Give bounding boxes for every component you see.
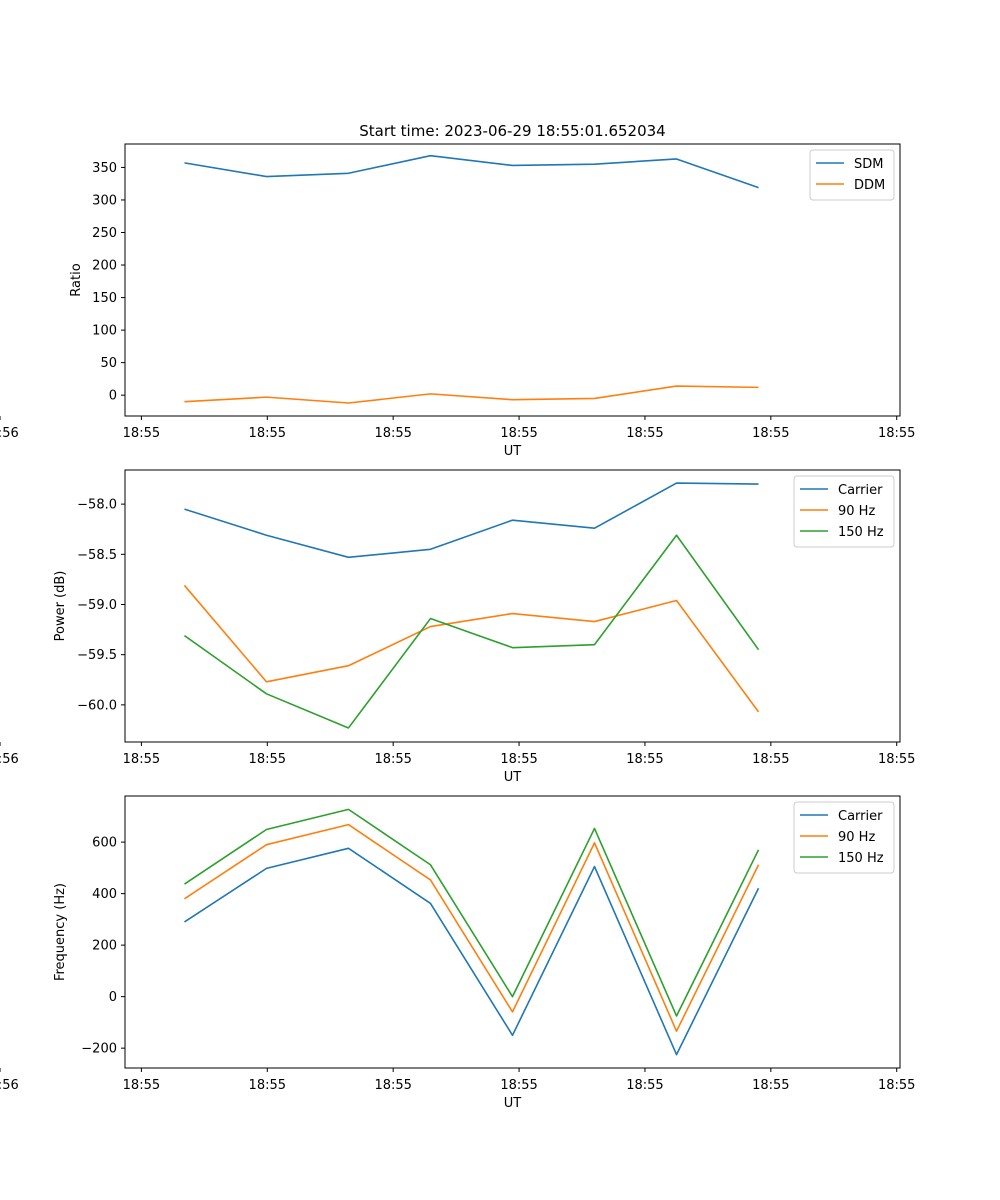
x-axis-label: UT (504, 444, 522, 459)
series-line-150-hz (183, 534, 760, 729)
series-line-carrier (184, 482, 759, 559)
y-axis-label: Ratio (69, 263, 84, 296)
series-line-150-hz (184, 808, 760, 1017)
y-tick-label: 600 (92, 836, 117, 851)
y-tick-label: 350 (92, 161, 117, 176)
x-tick-label: 18:55 (249, 426, 286, 441)
x-tick-label: 18:55 (626, 1078, 663, 1093)
x-tick-label: 18:55 (249, 752, 286, 767)
plot-area-frame (124, 795, 901, 1069)
y-tick-label: −59.5 (77, 648, 117, 663)
chart-panel-2: 18:55 18:55 18:55 18:55 18:55 18:55 18:55 18:56… (0, 469, 915, 785)
y-tick-label: −58.0 (77, 498, 117, 513)
x-tick-label: 18:56 (0, 752, 19, 767)
y-tick-label: 200 (92, 259, 117, 274)
y-tick-label: 50 (100, 356, 117, 371)
legend-entry-label: 150 Hz (838, 525, 884, 540)
y-tick-label: 250 (92, 226, 117, 241)
legend-box (793, 801, 895, 874)
x-tick-label: 18:55 (878, 1078, 915, 1093)
x-tick-label: 18:55 (123, 1078, 160, 1093)
x-tick-label: 18:56 (0, 426, 19, 441)
chart-panel-1: Start time: 2023-06-29 18:55:01.652034 18… (0, 122, 915, 459)
legend-entry-label: 90 Hz (838, 504, 875, 519)
y-tick-label: 200 (92, 939, 117, 954)
x-tick-label: 18:55 (878, 752, 915, 767)
x-tick-label: 18:55 (249, 1078, 286, 1093)
x-tick-label: 18:55 (374, 426, 411, 441)
y-tick-label: 300 (92, 193, 117, 208)
x-tick-label: 18:56 (0, 1078, 19, 1093)
legend: SDM DDM (809, 149, 895, 201)
plot-area-frame (124, 143, 901, 417)
x-tick-label: 18:55 (752, 752, 789, 767)
legend-entry-label: Carrier (838, 483, 883, 498)
x-axis-label: UT (504, 1096, 522, 1111)
x-tick-label: 18:55 (123, 752, 160, 767)
x-tick-label: 18:55 (626, 426, 663, 441)
legend: Carrier 90 Hz 150 Hz (793, 475, 895, 548)
x-tick-label: 18:55 (626, 752, 663, 767)
x-tick-label: 18:55 (752, 1078, 789, 1093)
x-tick-label: 18:55 (374, 752, 411, 767)
y-axis-label: Power (dB) (53, 571, 68, 642)
plot-area-frame (124, 469, 901, 743)
x-tick-label: 18:55 (123, 426, 160, 441)
legend-entry-label: Carrier (838, 809, 883, 824)
y-tick-label: −200 (81, 1042, 117, 1057)
chart-panel-3: 18:55 18:55 18:55 18:55 18:55 18:55 18:55 18:56… (0, 795, 915, 1111)
x-tick-label: 18:55 (500, 426, 537, 441)
x-tick-label: 18:55 (500, 1078, 537, 1093)
x-tick-label: 18:55 (374, 1078, 411, 1093)
series-line-carrier (184, 847, 760, 1056)
chart-title: Start time: 2023-06-29 18:55:01.652034 (359, 122, 665, 140)
series-line-90-hz (184, 823, 760, 1032)
y-tick-label: −58.5 (77, 548, 117, 563)
x-tick-label: 18:55 (878, 426, 915, 441)
y-tick-label: 150 (92, 291, 117, 306)
y-tick-label: 400 (92, 887, 117, 902)
legend-entry-label: 90 Hz (838, 830, 875, 845)
x-tick-label: 18:55 (500, 752, 537, 767)
y-tick-label: 0 (109, 389, 117, 404)
x-axis-label: UT (504, 770, 522, 785)
legend-entry-label: 150 Hz (838, 851, 884, 866)
x-tick-label: 18:55 (752, 426, 789, 441)
legend-box (793, 475, 895, 548)
y-tick-label: 0 (109, 990, 117, 1005)
series-line-90-hz (183, 584, 760, 713)
y-tick-label: −59.0 (77, 598, 117, 613)
series-line-sdm (184, 154, 759, 189)
series-line-ddm (184, 385, 759, 404)
y-tick-label: 100 (92, 324, 117, 339)
legend-entry-label: DDM (854, 178, 885, 193)
legend: Carrier 90 Hz 150 Hz (793, 801, 895, 874)
legend-entry-label: SDM (854, 157, 883, 172)
y-tick-label: −60.0 (77, 698, 117, 713)
y-axis-label: Frequency (Hz) (53, 883, 68, 981)
